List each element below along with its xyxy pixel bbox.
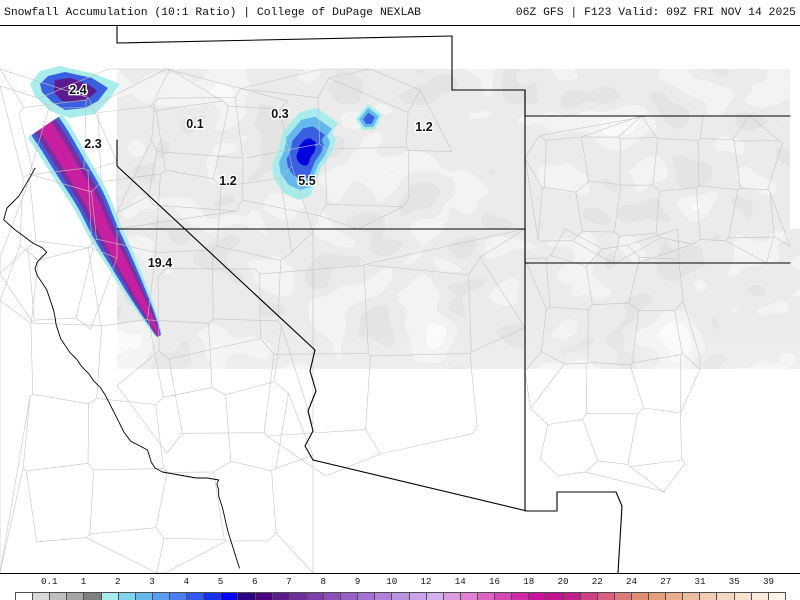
svg-text:19.4: 19.4 [148,256,172,270]
svg-text:0.3: 0.3 [271,107,288,121]
svg-text:1.2: 1.2 [219,174,236,188]
svg-text:2.3: 2.3 [84,137,101,151]
svg-text:1.2: 1.2 [415,120,432,134]
svg-text:2.4: 2.4 [69,83,86,97]
svg-text:0.1: 0.1 [186,117,203,131]
svg-text:5.5: 5.5 [298,174,315,188]
